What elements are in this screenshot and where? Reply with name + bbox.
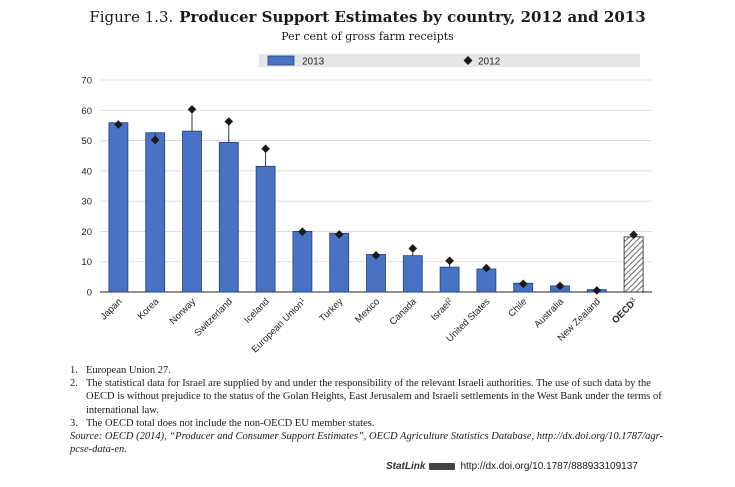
x-tick-label-israel: Israel2: [429, 296, 456, 323]
source-text: Source: OECD (2014), “Producer and Consu…: [70, 431, 664, 456]
y-tick-label-50: 50: [81, 136, 92, 147]
marker-australia: [555, 281, 565, 291]
x-tick-superscript-israel: 2: [445, 296, 453, 304]
bar-turkey: [329, 232, 350, 293]
legend-label-2013: 2013: [302, 57, 325, 68]
note-1: 1. European Union 27.: [70, 364, 680, 377]
marker-iceland: [261, 144, 270, 154]
x-tick-label-iceland: Iceland: [242, 296, 271, 325]
note-3-text: The OECD total does not include the non-…: [86, 417, 375, 429]
marker-israel: [445, 256, 454, 266]
x-tick-label-japan: Japan: [98, 296, 124, 322]
bar-oecd: [623, 236, 644, 293]
statlink[interactable]: StatLink http://dx.doi.org/10.1787/88893…: [386, 461, 638, 472]
x-tick-label-switzerland: Switzerland: [192, 296, 235, 339]
bar-united-states: [476, 268, 497, 293]
figure-label: Figure 1.3.: [89, 8, 174, 26]
bars-2013: [108, 122, 644, 293]
x-tick-label-oecd: OECD3: [610, 296, 640, 326]
bar-canada: [402, 255, 423, 293]
y-tick-label-40: 40: [81, 166, 92, 177]
marker-chile: [518, 279, 528, 289]
x-tick-label-united-states: United States: [444, 296, 492, 344]
legend-swatch-2013: [267, 55, 295, 66]
x-tick-label-korea: Korea: [136, 296, 162, 322]
note-2-text: The statistical data for Israel are supp…: [86, 378, 662, 416]
note-2: 2. The statistical data for Israel are s…: [70, 377, 680, 417]
x-tick-label-canada: Canada: [388, 296, 420, 328]
legend-label-2012: 2012: [478, 57, 501, 68]
x-tick-superscript-oecd: 3: [629, 296, 637, 304]
marker-european-union: [298, 227, 307, 237]
marker-oecd: [629, 230, 638, 240]
marker-new-zealand: [592, 286, 602, 295]
bar-mexico: [366, 254, 386, 293]
x-tick-label-mexico: Mexico: [353, 296, 382, 325]
y-tick-label-70: 70: [81, 76, 92, 87]
notes: 1. European Union 27. 2. The statistical…: [70, 364, 680, 456]
note-1-number: 1.: [70, 365, 78, 376]
bar-norway: [182, 130, 202, 293]
figure-title: Figure 1.3. Producer Support Estimates by…: [0, 8, 735, 26]
note-3-number: 3.: [70, 417, 78, 429]
bar-israel: [439, 266, 460, 293]
bar-japan: [108, 122, 129, 293]
statlink-url[interactable]: http://dx.doi.org/10.1787/888933109137: [460, 461, 638, 472]
marker-mexico: [371, 251, 381, 260]
y-tick-label-10: 10: [81, 257, 92, 268]
bar-korea: [145, 132, 166, 293]
x-tick-label-chile: Chile: [506, 296, 529, 319]
marker-switzerland: [224, 117, 234, 126]
legend: 2013 2012: [259, 54, 640, 68]
marker-norway: [187, 105, 197, 114]
figure-subtitle: Per cent of gross farm receipts: [281, 30, 454, 43]
bar-switzerland: [218, 141, 239, 293]
legend-swatch-2012: [463, 56, 473, 65]
x-tick-label-turkey: Turkey: [317, 296, 345, 324]
note-2-number: 2.: [70, 378, 78, 390]
note-1-text: European Union 27.: [86, 365, 171, 376]
x-tick-label-norway: Norway: [168, 296, 199, 327]
statlink-logo-icon: [429, 463, 456, 470]
marker-korea: [150, 135, 160, 145]
y-tick-label-60: 60: [81, 106, 92, 117]
y-tick-label-30: 30: [81, 197, 92, 208]
figure-main-title: Producer Support Estimates by country, 2…: [179, 8, 646, 26]
marker-united-states: [482, 263, 491, 273]
y-tick-label-0: 0: [87, 288, 92, 299]
bar-chart: 0 10 20 30 40 50 60 70 Japan Korea NorwaySwitzerl…: [81, 54, 652, 356]
markers-2012: [114, 105, 638, 295]
x-tick-superscript-european-union: 1: [298, 296, 306, 304]
marker-turkey: [334, 230, 344, 239]
y-tick-label-20: 20: [81, 227, 92, 238]
bar-iceland: [255, 165, 276, 293]
note-3: 3. The OECD total does not include the n…: [70, 417, 680, 430]
marker-canada: [408, 244, 418, 253]
statlink-brand: StatLink: [386, 461, 426, 472]
marker-japan: [114, 120, 123, 129]
x-tick-label-australia: Australia: [532, 296, 566, 330]
legend-background: [259, 54, 640, 67]
bar-european-union: [292, 231, 313, 293]
